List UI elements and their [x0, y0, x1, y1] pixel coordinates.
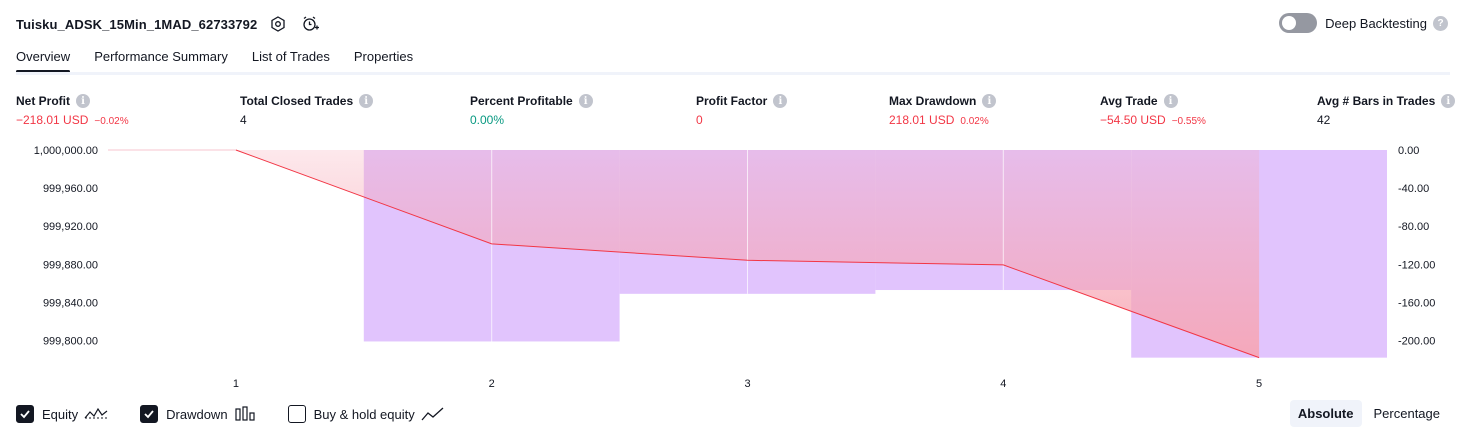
legend-equity[interactable]: Equity: [16, 405, 108, 423]
metric-net-profit: Net Profit i −218.01 USD −0.02%: [16, 94, 129, 127]
metric-max-drawdown: Max Drawdown i 218.01 USD 0.02%: [889, 94, 997, 127]
buy-hold-label: Buy & hold equity: [313, 406, 415, 422]
strategy-header: Tuisku_ADSK_15Min_1MAD_62733792: [16, 12, 321, 36]
drawdown-checkbox[interactable]: [140, 405, 159, 423]
value-mode-switch: Absolute Percentage: [1286, 400, 1448, 427]
left-axis-tick: 999,960.00: [43, 183, 98, 195]
deep-backtesting: Deep Backtesting ?: [1279, 13, 1448, 33]
info-icon[interactable]: i: [1441, 94, 1456, 108]
percentage-button[interactable]: Percentage: [1373, 406, 1441, 421]
metric-label: Total Closed Trades: [240, 94, 354, 108]
metric-value: 218.01 USD: [889, 113, 955, 127]
right-axis-tick: -160.00: [1398, 297, 1435, 309]
add-alarm-icon[interactable]: [299, 13, 321, 35]
metric-value: −54.50 USD: [1100, 113, 1166, 127]
left-axis-tick: 1,000,000.00: [34, 145, 98, 157]
metric-percent: −0.02%: [94, 116, 129, 127]
metric-total-closed-trades: Total Closed Trades i 4: [240, 94, 374, 127]
right-axis-tick: 0.00: [1398, 145, 1419, 157]
x-axis-tick: 2: [489, 378, 495, 390]
absolute-button[interactable]: Absolute: [1289, 400, 1362, 427]
drawdown-label: Drawdown: [166, 406, 228, 422]
metric-avg-trade: Avg Trade i −54.50 USD −0.55%: [1100, 94, 1206, 127]
question-icon[interactable]: ?: [1433, 15, 1448, 31]
metric-value: 0: [696, 113, 703, 127]
report-tabs: Overview Performance Summary List of Tra…: [16, 45, 437, 73]
equity-line: [235, 149, 1260, 359]
tab-properties[interactable]: Properties: [353, 49, 414, 64]
equity-chart-svg: 1,000,000.00 999,960.00 999,920.00 999,880.…: [34, 145, 1436, 390]
metric-value: −218.01 USD: [16, 113, 89, 127]
info-icon[interactable]: i: [982, 94, 997, 108]
tab-overview[interactable]: Overview: [16, 45, 71, 73]
left-axis-tick: 999,880.00: [43, 259, 98, 271]
right-axis-tick: -200.00: [1398, 336, 1435, 348]
strategy-title: Tuisku_ADSK_15Min_1MAD_62733792: [16, 16, 258, 32]
metrics-row: Net Profit i −218.01 USD −0.02% Total Clos…: [0, 94, 1466, 134]
deep-backtesting-toggle[interactable]: [1279, 13, 1318, 33]
metric-label: Avg # Bars in Trades: [1317, 94, 1436, 108]
x-axis-tick: 4: [1000, 378, 1006, 390]
metric-value: 4: [240, 113, 247, 127]
buy-hold-checkbox[interactable]: [287, 405, 306, 423]
x-axis-tick: 3: [744, 378, 750, 390]
gear-icon[interactable]: [267, 13, 289, 35]
metric-value: 0.00%: [470, 113, 505, 127]
tab-list-of-trades[interactable]: List of Trades: [251, 49, 330, 64]
info-icon[interactable]: i: [359, 94, 374, 108]
metric-label: Profit Factor: [696, 94, 768, 108]
metric-label: Max Drawdown: [889, 94, 977, 108]
chart-legend: Equity Drawdown Buy & hold equity: [16, 403, 477, 425]
equity-line-icon: [84, 406, 108, 422]
info-icon[interactable]: i: [578, 94, 593, 108]
tabs-divider: [16, 72, 1450, 75]
info-icon[interactable]: i: [76, 94, 90, 108]
right-axis-tick: -40.00: [1398, 183, 1429, 195]
metric-percent-profitable: Percent Profitable i 0.00%: [470, 94, 593, 127]
trend-line-icon: [421, 406, 445, 422]
bars-icon: [234, 406, 256, 422]
metric-percent: −0.55%: [1171, 116, 1206, 127]
legend-drawdown[interactable]: Drawdown: [140, 405, 255, 423]
left-axis-tick: 999,920.00: [43, 221, 98, 233]
right-axis-tick: -120.00: [1398, 259, 1435, 271]
left-axis-tick: 999,800.00: [43, 336, 98, 348]
x-axis-tick: 5: [1256, 378, 1262, 390]
equity-chart[interactable]: 1,000,000.00 999,960.00 999,920.00 999,880.…: [0, 138, 1466, 396]
deep-backtesting-label: Deep Backtesting: [1325, 15, 1427, 31]
metric-label: Percent Profitable: [470, 94, 573, 108]
info-icon[interactable]: i: [773, 94, 788, 108]
metric-percent: 0.02%: [960, 116, 989, 127]
equity-checkbox[interactable]: [16, 405, 34, 423]
equity-label: Equity: [42, 406, 79, 422]
metric-label: Avg Trade: [1100, 94, 1158, 108]
info-icon[interactable]: i: [1163, 94, 1178, 108]
metric-value: 42: [1317, 113, 1331, 127]
left-axis-tick: 999,840.00: [43, 297, 98, 309]
metric-profit-factor: Profit Factor i 0: [696, 94, 788, 127]
metric-label: Net Profit: [16, 94, 70, 108]
metric-avg-bars: Avg # Bars in Trades i 42: [1317, 94, 1456, 127]
tab-performance-summary[interactable]: Performance Summary: [94, 49, 228, 64]
right-axis-tick: -80.00: [1398, 221, 1429, 233]
legend-buy-hold[interactable]: Buy & hold equity: [287, 405, 445, 423]
x-axis-tick: 1: [233, 378, 239, 390]
